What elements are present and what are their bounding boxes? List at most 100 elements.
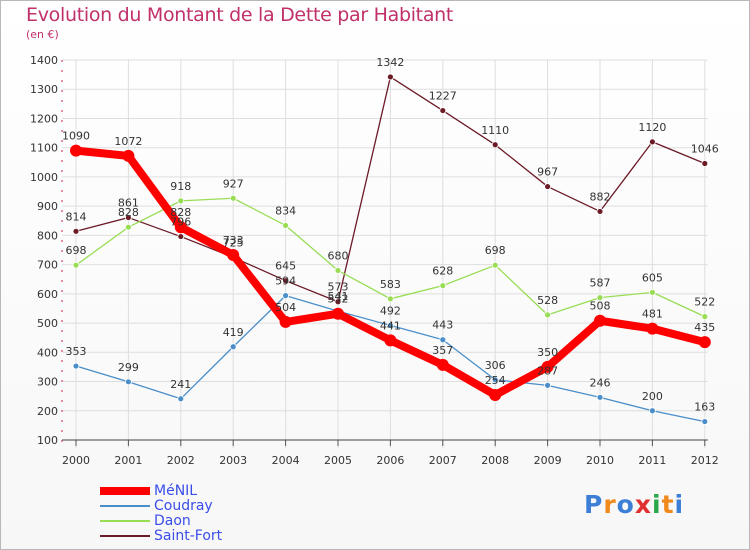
data-point-menil — [646, 322, 659, 335]
data-label-saint-fort: 725 — [223, 236, 244, 249]
data-point-daon — [491, 261, 499, 269]
legend-swatch-coudray — [100, 505, 150, 507]
data-label-saint-fort: 573 — [328, 281, 349, 294]
data-point-menil — [541, 360, 554, 373]
data-point-coudray — [649, 407, 656, 415]
axes — [61, 60, 708, 448]
x-tick-labels: 2000 2001 2002 2003 2004 2005 2006 2007 2008 2009… — [62, 454, 719, 467]
chart-subtitle: (en €) — [26, 28, 59, 41]
chart-title: Evolution du Montant de la Dette par Hab… — [26, 4, 454, 26]
y-tick-label: 1200 — [30, 112, 58, 125]
legend-swatch-menil — [100, 487, 150, 495]
y-tick-label: 800 — [37, 229, 58, 242]
y-tick-label: 300 — [37, 376, 58, 389]
data-label-saint-fort: 967 — [537, 166, 558, 179]
x-tick-label: 2012 — [691, 454, 719, 467]
data-label-coudray: 353 — [66, 345, 87, 358]
data-point-saint-fort — [282, 277, 290, 285]
data-point-saint-fort — [439, 107, 447, 114]
data-label-coudray: 163 — [694, 401, 715, 414]
data-label-daon: 828 — [118, 206, 139, 219]
data-label-menil: 508 — [590, 300, 611, 313]
data-point-menil — [279, 315, 292, 328]
data-point-saint-fort — [649, 138, 656, 146]
data-label-saint-fort: 861 — [118, 197, 139, 210]
y-tick-label: 1000 — [30, 171, 58, 184]
x-tick-label: 2007 — [429, 454, 457, 467]
data-label-menil: 532 — [328, 293, 349, 306]
proxiti-logo: Proxiti — [584, 490, 684, 519]
data-label-daon: 918 — [170, 180, 191, 193]
data-point-coudray — [491, 376, 499, 384]
data-label-saint-fort: 814 — [66, 210, 87, 223]
y-tick-label: 900 — [37, 200, 58, 213]
data-label-daon: 698 — [485, 244, 506, 257]
data-labels: 814 861 796 725 645 573 1342 1227 1110 967 882 1120… — [62, 56, 719, 414]
x-tick-label: 2010 — [586, 454, 614, 467]
data-label-coudray: 419 — [223, 326, 244, 339]
data-point-daon — [177, 197, 185, 205]
data-label-daon: 698 — [66, 244, 87, 257]
data-point-coudray — [72, 362, 80, 370]
x-tick-label: 2011 — [638, 454, 666, 467]
data-label-menil: 733 — [223, 234, 244, 247]
data-label-daon: 834 — [275, 204, 296, 217]
y-tick-label: 100 — [37, 434, 58, 447]
y-tick-label: 1300 — [30, 83, 58, 96]
y-tick-label: 500 — [37, 317, 58, 330]
data-point-saint-fort — [596, 208, 604, 215]
data-point-saint-fort — [72, 227, 80, 235]
data-label-menil: 254 — [485, 374, 506, 387]
data-point-daon — [544, 311, 551, 319]
data-point-daon — [72, 261, 80, 269]
data-label-daon: 522 — [694, 296, 715, 309]
y-tick-labels: 100 200 300 400 500 600 700 800 900 1000 1100 1200 1… — [30, 54, 58, 447]
data-point-coudray — [386, 322, 394, 329]
data-label-menil: 504 — [275, 301, 296, 314]
logo-letter: r — [603, 490, 617, 519]
data-point-menil — [174, 221, 187, 234]
data-point-saint-fort — [177, 233, 185, 240]
y-tick-label: 1100 — [30, 142, 58, 155]
data-label-menil: 441 — [380, 319, 401, 332]
legend-label-coudray: Coudray — [154, 498, 213, 514]
data-point-menil — [332, 307, 344, 320]
data-label-menil: 1090 — [62, 130, 90, 143]
data-point-coudray — [701, 418, 709, 425]
x-tick-label: 2001 — [114, 454, 142, 467]
legend-label-daon: Daon — [154, 513, 191, 529]
legend-label-menil: MéNIL — [154, 483, 198, 499]
data-label-saint-fort: 1342 — [376, 56, 404, 69]
logo-letter: i — [652, 490, 662, 519]
data-point-daon — [701, 313, 709, 321]
data-point-daon — [596, 294, 604, 302]
data-point-menil — [489, 388, 502, 401]
data-point-daon — [386, 295, 394, 303]
data-label-daon: 528 — [537, 294, 558, 307]
x-tick-label: 2002 — [167, 454, 195, 467]
data-point-coudray — [177, 395, 185, 403]
legend-label-saint-fort: Saint-Fort — [154, 528, 223, 544]
data-label-coudray: 200 — [642, 390, 663, 403]
data-label-saint-fort: 1120 — [638, 121, 666, 134]
legend-swatch-daon — [100, 520, 150, 522]
data-point-daon — [282, 222, 290, 229]
logo-letter: i — [674, 490, 685, 519]
data-label-daon: 605 — [642, 271, 663, 284]
x-tick-label: 2003 — [219, 454, 247, 467]
data-label-saint-fort: 645 — [275, 260, 296, 273]
data-point-saint-fort — [491, 141, 499, 149]
data-point-daon — [124, 223, 132, 231]
logo-letter: x — [634, 490, 652, 519]
data-point-coudray — [544, 381, 551, 389]
data-label-saint-fort: 882 — [590, 190, 611, 203]
y-tick-label: 1400 — [30, 54, 58, 67]
data-label-daon: 628 — [432, 265, 453, 278]
data-point-menil — [122, 149, 135, 162]
data-label-saint-fort: 1046 — [691, 142, 719, 155]
data-label-saint-fort: 796 — [170, 216, 191, 229]
x-tick-label: 2006 — [376, 454, 404, 467]
data-label-coudray: 541 — [328, 290, 349, 303]
data-point-saint-fort — [544, 183, 551, 190]
